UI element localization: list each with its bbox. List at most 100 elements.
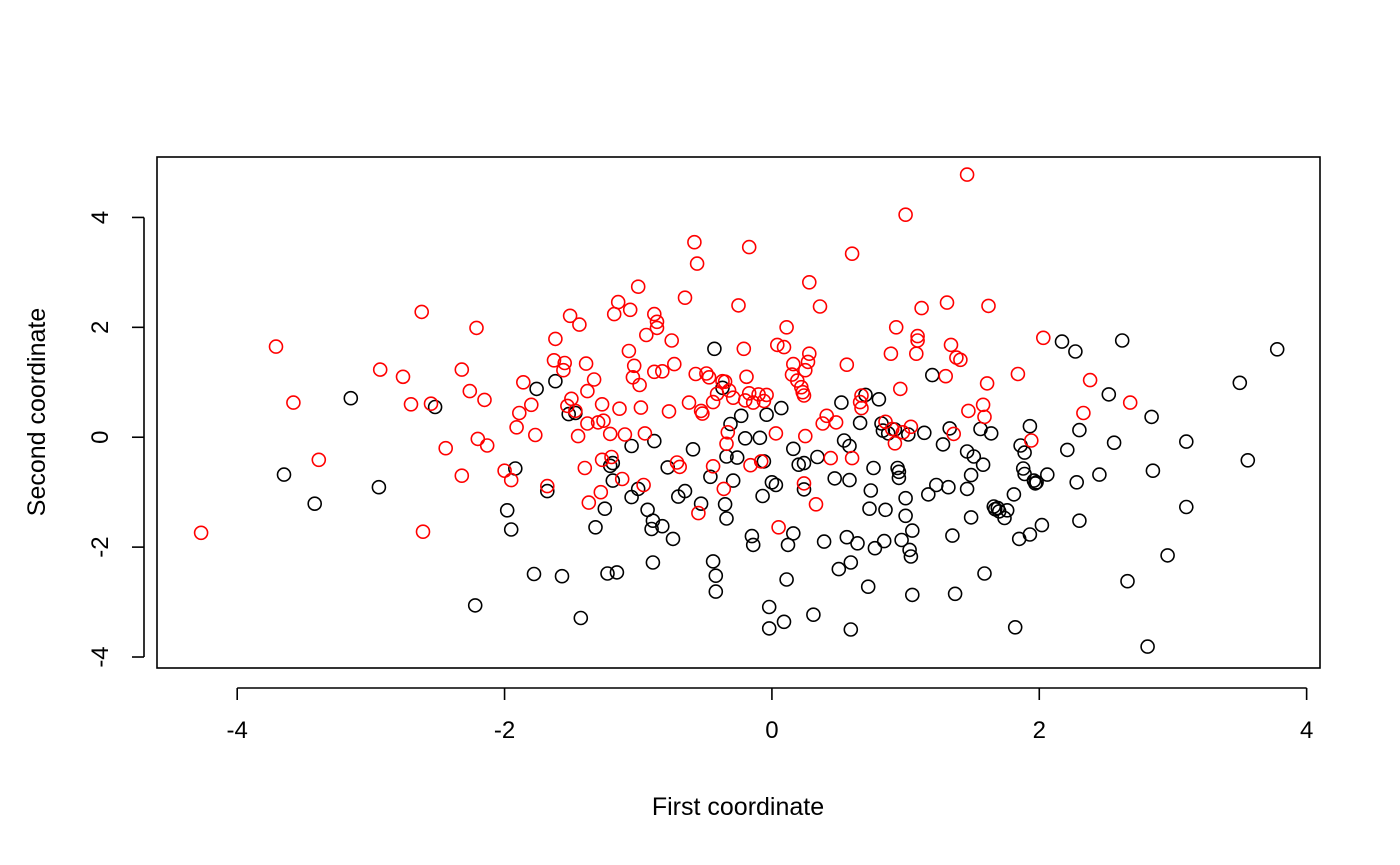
data-point bbox=[953, 352, 968, 368]
x-axis-title: First coordinate bbox=[652, 793, 824, 821]
data-point bbox=[779, 319, 794, 335]
data-point bbox=[395, 369, 411, 385]
data-point bbox=[860, 579, 876, 595]
data-point bbox=[573, 610, 589, 626]
data-point bbox=[904, 587, 920, 603]
data-point bbox=[852, 415, 868, 431]
data-point bbox=[699, 366, 714, 381]
data-point bbox=[939, 295, 955, 310]
data-point bbox=[785, 356, 801, 372]
data-point bbox=[554, 568, 570, 584]
y-tick-label: 0 bbox=[87, 431, 114, 444]
data-point bbox=[1082, 372, 1098, 388]
data-point bbox=[470, 431, 486, 447]
data-point bbox=[626, 358, 642, 374]
data-point bbox=[311, 452, 327, 468]
y-axis-title: Second coordinate bbox=[23, 308, 51, 516]
data-point bbox=[902, 542, 917, 558]
data-point bbox=[983, 426, 999, 441]
data-point bbox=[744, 528, 760, 544]
data-point bbox=[761, 621, 777, 636]
data-point bbox=[371, 479, 387, 495]
data-point bbox=[688, 366, 704, 382]
data-point bbox=[1072, 422, 1087, 438]
data-point bbox=[729, 450, 745, 465]
data-point bbox=[959, 167, 975, 182]
data-point bbox=[664, 333, 680, 348]
data-point bbox=[438, 440, 454, 456]
data-point bbox=[938, 368, 954, 384]
data-point bbox=[661, 404, 677, 419]
data-point bbox=[1007, 619, 1023, 635]
data-point bbox=[999, 502, 1015, 518]
data-point bbox=[1114, 333, 1130, 348]
data-point bbox=[884, 421, 900, 437]
data-point bbox=[947, 586, 963, 602]
data-point bbox=[689, 256, 705, 271]
data-point bbox=[1069, 474, 1084, 490]
data-point bbox=[286, 395, 301, 410]
data-point bbox=[560, 398, 575, 414]
data-point bbox=[854, 388, 869, 403]
data-point bbox=[594, 452, 610, 468]
data-point bbox=[614, 471, 630, 487]
data-point bbox=[719, 511, 734, 526]
data-point bbox=[654, 363, 670, 379]
data-point bbox=[741, 239, 757, 255]
data-point bbox=[935, 437, 951, 452]
data-point bbox=[844, 450, 860, 466]
data-point bbox=[797, 428, 813, 444]
data-point bbox=[677, 290, 693, 306]
data-point bbox=[596, 413, 611, 429]
data-point bbox=[1036, 330, 1051, 346]
data-point bbox=[862, 501, 877, 517]
data-point bbox=[745, 537, 761, 553]
data-point bbox=[646, 306, 662, 322]
y-tick-label: -2 bbox=[87, 536, 114, 557]
data-point bbox=[898, 207, 913, 222]
data-point bbox=[1015, 461, 1031, 476]
data-point bbox=[597, 501, 613, 517]
data-point bbox=[568, 403, 583, 419]
data-point bbox=[761, 599, 777, 615]
data-point bbox=[527, 427, 543, 443]
data-point bbox=[605, 473, 621, 488]
data-point bbox=[621, 343, 637, 359]
data-point bbox=[946, 426, 962, 442]
data-point bbox=[705, 394, 721, 410]
y-tick-label: 4 bbox=[87, 211, 114, 224]
data-point bbox=[943, 337, 959, 353]
data-point bbox=[548, 373, 563, 389]
data-point bbox=[888, 319, 904, 335]
data-point bbox=[945, 528, 960, 543]
data-point bbox=[414, 304, 430, 320]
data-point bbox=[454, 362, 470, 377]
data-point bbox=[975, 457, 991, 473]
data-point bbox=[755, 488, 770, 504]
data-point bbox=[737, 393, 753, 408]
data-point bbox=[743, 457, 758, 473]
data-point bbox=[477, 392, 492, 408]
data-point bbox=[479, 438, 495, 453]
data-point bbox=[1144, 409, 1159, 425]
data-point bbox=[920, 487, 936, 502]
data-point bbox=[1140, 639, 1155, 654]
data-point bbox=[1145, 463, 1161, 479]
data-point bbox=[903, 419, 919, 435]
data-point bbox=[685, 441, 701, 457]
data-point bbox=[276, 467, 292, 482]
data-point bbox=[1232, 375, 1248, 391]
data-point bbox=[666, 356, 682, 372]
data-point bbox=[1179, 434, 1194, 449]
data-point bbox=[403, 396, 419, 412]
x-tick-label: 4 bbox=[1300, 717, 1313, 744]
x-tick-label: -2 bbox=[494, 717, 515, 744]
data-point bbox=[895, 424, 911, 440]
data-point bbox=[823, 450, 839, 466]
data-point bbox=[1240, 452, 1256, 468]
data-point bbox=[539, 478, 555, 494]
data-point bbox=[1022, 527, 1038, 542]
data-point bbox=[753, 454, 769, 469]
data-point bbox=[839, 357, 855, 373]
y-tick-label: 2 bbox=[87, 321, 114, 334]
